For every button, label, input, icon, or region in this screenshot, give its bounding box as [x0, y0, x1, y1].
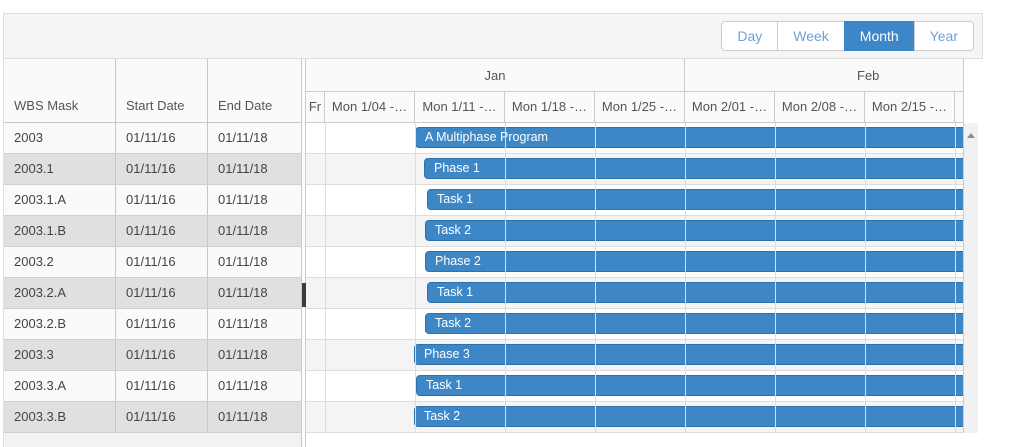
week-gridline: [775, 123, 776, 433]
week-gridline: [595, 123, 596, 433]
chart-row: Task 1: [306, 185, 963, 216]
chart-row: A Multiphase Program: [306, 123, 963, 154]
table-row[interactable]: 2003.2.A 01/11/16 01/11/18: [4, 278, 302, 309]
week-gridline: [685, 123, 686, 433]
table-row[interactable]: 2003.3.B 01/11/16 01/11/18: [4, 402, 302, 433]
timeline-header: Jan Feb Fr Mon 1/04 -… Mon 1/11 -… Mon 1/18 …: [306, 59, 964, 123]
splitter[interactable]: [302, 59, 306, 447]
cell-start: 01/11/16: [116, 371, 208, 401]
gantt-main: WBS Mask Start Date End Date 2003 01/11/16 0…: [4, 59, 983, 447]
chart-body: A Multiphase Program Phase 1 Task 1 Task 2 P…: [306, 123, 964, 433]
cell-wbs: 2003.2: [4, 247, 116, 277]
taskbar-task-2[interactable]: Task 2: [414, 406, 963, 427]
cell-start: 01/11/16: [116, 154, 208, 184]
cell-wbs: 2003.2.B: [4, 309, 116, 339]
view-switcher: Day Week Month Year: [721, 21, 974, 51]
cell-end: 01/11/18: [208, 340, 302, 370]
column-header-end-date[interactable]: End Date: [208, 59, 302, 122]
cell-start: 01/11/16: [116, 216, 208, 246]
table-row[interactable]: 2003.2.B 01/11/16 01/11/18: [4, 309, 302, 340]
cell-wbs: 2003: [4, 123, 116, 153]
cell-wbs: 2003.1.A: [4, 185, 116, 215]
gantt-toolbar: Day Week Month Year: [4, 14, 982, 59]
cell-end: 01/11/18: [208, 371, 302, 401]
chart-row: Phase 2: [306, 247, 963, 278]
taskbar-task-2[interactable]: Task 2: [425, 313, 963, 334]
taskbar-phase-3[interactable]: Phase 3: [414, 344, 963, 365]
table-row[interactable]: 2003.1.A 01/11/16 01/11/18: [4, 185, 302, 216]
taskbar-phase-1[interactable]: Phase 1: [424, 158, 963, 179]
cell-wbs: 2003.3.A: [4, 371, 116, 401]
table-row[interactable]: 2003.1 01/11/16 01/11/18: [4, 154, 302, 185]
vertical-scrollbar[interactable]: [964, 123, 978, 433]
cell-end: 01/11/18: [208, 185, 302, 215]
cell-wbs: 2003.3.B: [4, 402, 116, 432]
taskbar-phase-2[interactable]: Phase 2: [425, 251, 963, 272]
timeline-week-cell: Mon 2/01 -…: [685, 92, 775, 122]
taskbar-task-1[interactable]: Task 1: [416, 375, 963, 396]
cell-end: 01/11/18: [208, 123, 302, 153]
timeline-month-jan: Jan: [306, 59, 685, 91]
taskbar-task-2[interactable]: Task 2: [425, 220, 963, 241]
cell-end: 01/11/18: [208, 402, 302, 432]
table-row[interactable]: 2003.2 01/11/16 01/11/18: [4, 247, 302, 278]
cell-start: 01/11/16: [116, 278, 208, 308]
table-row[interactable]: 2003.3 01/11/16 01/11/18: [4, 340, 302, 371]
column-header-start-date[interactable]: Start Date: [116, 59, 208, 122]
cell-end: 01/11/18: [208, 278, 302, 308]
week-gridline: [505, 123, 506, 433]
cell-wbs: 2003.2.A: [4, 278, 116, 308]
cell-start: 01/11/16: [116, 340, 208, 370]
cell-end: 01/11/18: [208, 309, 302, 339]
table-row[interactable]: 2003.1.B 01/11/16 01/11/18: [4, 216, 302, 247]
table-row[interactable]: 2003 01/11/16 01/11/18: [4, 123, 302, 154]
view-button-week[interactable]: Week: [777, 21, 845, 51]
table-row[interactable]: 2003.3.A 01/11/16 01/11/18: [4, 371, 302, 402]
grid-header: WBS Mask Start Date End Date: [4, 59, 302, 123]
scroll-up-arrow-icon[interactable]: [967, 133, 975, 138]
chart-body-row: A Multiphase Program Phase 1 Task 1 Task 2 P…: [306, 123, 983, 433]
gantt-component: Day Week Month Year WBS Mask Start Date End D…: [3, 13, 983, 447]
cell-start: 01/11/16: [116, 309, 208, 339]
cell-start: 01/11/16: [116, 185, 208, 215]
column-header-wbs-mask[interactable]: WBS Mask: [4, 59, 116, 122]
timeline-week-cell: Mon 1/11 -…: [415, 92, 505, 122]
timeline-week-cell: Mon 1/04 -…: [325, 92, 415, 122]
timeline-month-tier: Jan Feb: [306, 59, 963, 92]
cell-start: 01/11/16: [116, 402, 208, 432]
taskbar-task-1[interactable]: Task 1: [427, 189, 963, 210]
timeline-week-cell: Mon 1/18 -…: [505, 92, 595, 122]
timeline-week-cell: Mon 1/25 -…: [595, 92, 685, 122]
cell-start: 01/11/16: [116, 247, 208, 277]
view-button-month[interactable]: Month: [843, 21, 915, 51]
week-gridline: [955, 123, 956, 433]
grid-footer: [4, 433, 302, 447]
task-grid: WBS Mask Start Date End Date 2003 01/11/16 0…: [4, 59, 302, 447]
cell-end: 01/11/18: [208, 154, 302, 184]
week-gridline: [865, 123, 866, 433]
timeline-week-tier: Fr Mon 1/04 -… Mon 1/11 -… Mon 1/18 -… Mon 1…: [306, 92, 963, 123]
grid-body: 2003 01/11/16 01/11/18 2003.1 01/11/16 01/11/…: [4, 123, 302, 433]
cell-end: 01/11/18: [208, 216, 302, 246]
view-button-year[interactable]: Year: [913, 21, 974, 51]
week-gridline: [325, 123, 326, 433]
cell-end: 01/11/18: [208, 247, 302, 277]
view-button-day[interactable]: Day: [721, 21, 779, 51]
cell-wbs: 2003.1: [4, 154, 116, 184]
timeline-week-cell: Mon 2/15 -…: [865, 92, 955, 122]
week-gridline: [415, 123, 416, 433]
gantt-chart: Jan Feb Fr Mon 1/04 -… Mon 1/11 -… Mon 1/18 …: [306, 59, 983, 447]
timeline-week-cell: [955, 92, 963, 122]
timeline-week-cell: Fr: [306, 92, 325, 122]
taskbar-task-1[interactable]: Task 1: [427, 282, 963, 303]
chart-row: Task 1: [306, 371, 963, 402]
chart-row: Task 2: [306, 309, 963, 340]
cell-wbs: 2003.1.B: [4, 216, 116, 246]
timeline-month-feb: Feb: [857, 67, 880, 83]
cell-wbs: 2003.3: [4, 340, 116, 370]
timeline-week-cell: Mon 2/08 -…: [775, 92, 865, 122]
taskbar-a-multiphase-program[interactable]: A Multiphase Program: [415, 127, 963, 148]
cell-start: 01/11/16: [116, 123, 208, 153]
splitter-handle-icon[interactable]: [302, 283, 306, 307]
